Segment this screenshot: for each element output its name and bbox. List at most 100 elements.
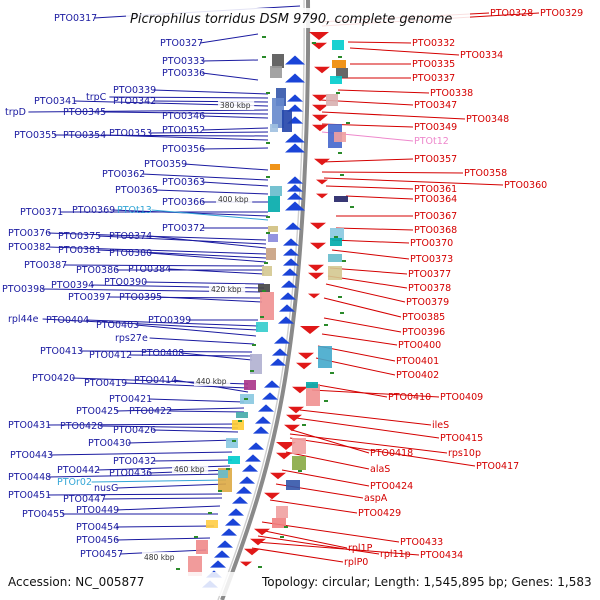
gene-label[interactable]: PTOt13 [117, 205, 152, 216]
minus-strand-arrow[interactable] [312, 94, 328, 102]
plus-strand-arrow[interactable] [283, 248, 299, 256]
plus-strand-arrow[interactable] [285, 55, 305, 65]
gene-label[interactable]: PTO0380 [109, 248, 152, 259]
gene-label[interactable]: PTO0395 [119, 292, 162, 303]
plus-strand-arrow[interactable] [239, 476, 255, 484]
gene-label[interactable]: PTO0382 [8, 242, 51, 253]
feature-block[interactable] [276, 506, 288, 518]
gene-label[interactable]: PTO0421 [109, 394, 152, 405]
gene-label[interactable]: PTO0414 [134, 375, 177, 386]
gene-label[interactable]: PTO0362 [102, 169, 145, 180]
gene-label[interactable]: PTO0366 [162, 197, 205, 208]
gene-label[interactable]: PTO0328 [490, 8, 533, 19]
gene-label[interactable]: PTO0410 [388, 392, 431, 403]
gene-label[interactable]: PTO0400 [398, 340, 441, 351]
gene-label[interactable]: PTO0390 [104, 277, 147, 288]
feature-block[interactable] [332, 60, 346, 68]
plus-strand-arrow[interactable] [272, 348, 288, 356]
plus-strand-arrow[interactable] [283, 258, 299, 266]
feature-block[interactable] [196, 540, 208, 554]
gene-label[interactable]: alaS [370, 464, 390, 475]
gene-label[interactable]: PTO0412 [89, 350, 132, 361]
plus-strand-arrow[interactable] [279, 304, 295, 312]
gene-label[interactable]: PTO0413 [40, 346, 83, 357]
feature-block[interactable] [236, 412, 248, 418]
minus-strand-arrow[interactable] [298, 352, 314, 360]
minus-strand-arrow[interactable] [310, 222, 326, 230]
feature-block[interactable] [318, 346, 332, 368]
gene-label[interactable]: PTO0352 [162, 125, 205, 136]
gene-label[interactable]: aspA [364, 493, 388, 504]
plus-strand-arrow[interactable] [287, 104, 303, 112]
gene-label[interactable]: PTO0456 [76, 535, 119, 546]
feature-block[interactable] [332, 40, 344, 50]
gene-label[interactable]: PTO0337 [412, 73, 455, 84]
feature-block[interactable] [256, 322, 268, 332]
gene-label[interactable]: PTO0363 [162, 177, 205, 188]
plus-strand-arrow[interactable] [262, 392, 278, 400]
gene-label[interactable]: rplP0 [344, 557, 368, 568]
gene-label[interactable]: PTO0429 [358, 508, 401, 519]
gene-label[interactable]: PTO0432 [113, 456, 156, 467]
minus-strand-arrow[interactable] [312, 124, 328, 132]
plus-strand-arrow[interactable] [232, 496, 248, 504]
gene-label[interactable]: PTO0378 [408, 283, 451, 294]
plus-strand-arrow[interactable] [287, 184, 303, 192]
gene-label[interactable]: PTO0333 [162, 56, 205, 67]
feature-block[interactable] [282, 110, 292, 132]
plus-strand-arrow[interactable] [287, 94, 303, 102]
feature-block[interactable] [258, 284, 270, 292]
feature-block[interactable] [266, 248, 276, 260]
plus-strand-arrow[interactable] [285, 222, 301, 230]
gene-label[interactable]: nusG [94, 483, 118, 494]
feature-block[interactable] [206, 520, 218, 528]
gene-label[interactable]: PTO0428 [60, 421, 103, 432]
minus-strand-arrow[interactable] [270, 472, 286, 480]
gene-label[interactable]: PTO0332 [412, 38, 455, 49]
gene-label[interactable]: PTO0385 [402, 312, 445, 323]
plus-strand-arrow[interactable] [264, 380, 280, 388]
gene-label[interactable]: PTO0336 [162, 68, 205, 79]
gene-label[interactable]: PTO0359 [144, 159, 187, 170]
minus-strand-arrow[interactable] [276, 442, 296, 450]
minus-strand-arrow[interactable] [244, 548, 260, 556]
gene-label[interactable]: PTO0384 [128, 264, 171, 275]
gene-label[interactable]: PTO0348 [466, 114, 509, 125]
feature-block[interactable] [218, 470, 228, 478]
minus-strand-arrow[interactable] [296, 362, 312, 370]
gene-label[interactable]: PTO0368 [414, 225, 457, 236]
minus-strand-arrow[interactable] [311, 42, 327, 50]
gene-label[interactable]: ileS [432, 420, 449, 431]
gene-label[interactable]: PTO0358 [464, 168, 507, 179]
plus-strand-arrow[interactable] [236, 486, 252, 494]
gene-label[interactable]: PTO0396 [402, 327, 445, 338]
gene-label[interactable]: trpC [86, 92, 107, 103]
plus-strand-arrow[interactable] [245, 454, 261, 462]
gene-label[interactable]: rps10p [448, 448, 481, 459]
gene-label[interactable]: PTO0449 [76, 505, 119, 516]
gene-label[interactable]: PTO0436 [109, 468, 152, 479]
plus-strand-arrow[interactable] [274, 336, 290, 344]
minus-strand-arrow[interactable] [308, 293, 320, 299]
gene-label[interactable]: PTO0354 [63, 130, 106, 141]
feature-block[interactable] [334, 196, 348, 202]
gene-label[interactable]: PTO0447 [63, 494, 106, 505]
minus-strand-arrow[interactable] [240, 561, 252, 567]
gene-label[interactable]: PTO0341 [34, 96, 77, 107]
gene-label[interactable]: PTO0426 [113, 425, 156, 436]
gene-label[interactable]: PTO0376 [8, 228, 51, 239]
gene-label[interactable]: PTO0375 [58, 231, 101, 242]
gene-label[interactable]: PTO0357 [414, 154, 457, 165]
gene-label[interactable]: PTO0334 [460, 50, 503, 61]
feature-block[interactable] [260, 292, 274, 320]
plus-strand-arrow[interactable] [287, 176, 303, 184]
feature-block[interactable] [292, 456, 306, 470]
gene-label[interactable]: PTO0377 [408, 269, 451, 280]
gene-label[interactable]: PTO0431 [8, 420, 51, 431]
plus-strand-arrow[interactable] [210, 560, 226, 568]
feature-block[interactable] [270, 164, 280, 170]
gene-label[interactable]: PTO0372 [162, 223, 205, 234]
plus-strand-arrow[interactable] [225, 518, 241, 526]
minus-strand-arrow[interactable] [288, 406, 304, 414]
plus-strand-arrow[interactable] [281, 280, 297, 288]
